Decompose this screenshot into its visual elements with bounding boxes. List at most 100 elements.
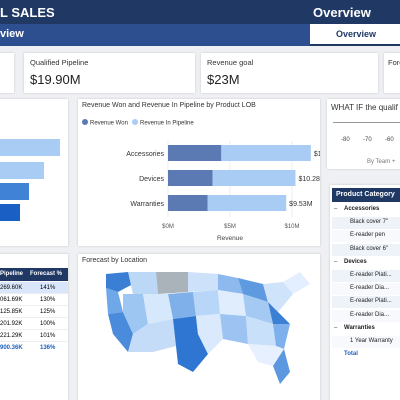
product-item-row[interactable]: E-reader pen [350,232,386,239]
product-total-row[interactable]: Total [344,351,358,358]
bar [0,204,20,221]
chart-title: Revenue Won and Revenue In Pipeline by P… [82,102,256,109]
product-category-panel: Product Category – Accessories Black cover… [330,185,400,400]
whatif-tick: -70 [363,137,372,143]
whatif-tick: -60 [385,137,394,143]
pipeline-table-panel: Pipeline Forecast % 269.60K 141% 061.69K … [0,254,68,400]
product-item-row[interactable]: E-reader Plati... [350,272,392,278]
table-header-row: Pipeline Forecast % [0,268,68,281]
map-region [220,314,248,344]
tab-overview-label: Overview [336,29,377,39]
forecast-value: 125% [40,309,56,315]
kpi-card-qualified-pipeline: Qualified Pipeline $19.90M [24,53,195,93]
category-label: Warranties [130,201,164,208]
bar [0,139,60,156]
kpi-value: $19.90M [30,72,81,87]
table-row[interactable]: 221.29K 101% [0,330,68,342]
bar-revenue-pipeline [221,145,311,161]
total-pipeline: 900.36K [0,345,23,351]
total-forecast: 136% [40,345,56,351]
product-group-row[interactable]: Devices [344,258,367,265]
map-region [243,294,273,324]
table-row[interactable]: 269.60K 141% [0,282,68,294]
map-region [273,349,290,384]
map-region [188,272,218,292]
row-background [332,217,400,230]
product-item-row[interactable]: Black cover 6" [350,245,389,252]
nav-active-label[interactable]: view [0,28,24,40]
product-item-row[interactable]: E-reader Dia... [350,285,390,292]
bar-revenue-pipeline [212,170,296,186]
table-row[interactable]: 061.69K 130% [0,294,68,306]
revenue-bar-chart: Revenue Won Revenue In Pipeline Accessorie… [82,119,320,242]
collapse-icon[interactable]: – [334,206,338,212]
kpi-card-revenue-goal: Revenue goal $23M [201,53,378,93]
left-bar-panel [0,99,68,246]
x-tick-label: $10M [284,224,299,230]
product-table-header: Product Category [332,188,400,202]
legend-swatch-pipeline [132,119,138,125]
kpi-label: Qualified Pipeline [30,58,89,67]
table-row[interactable]: 125.85K 125% [0,306,68,318]
product-group-row[interactable]: Accessories [344,206,380,212]
pipeline-value: 061.69K [0,297,23,303]
map-region [106,272,133,292]
forecast-value: 130% [40,297,56,303]
revenue-chart-panel: Revenue Won and Revenue In Pipeline by P… [78,99,320,246]
map-region [106,288,123,314]
pipeline-value: 221.29K [0,333,23,339]
whatif-slider-track[interactable] [333,122,400,123]
bar-revenue-pipeline [207,195,287,211]
col-header-pipeline: Pipeline [0,271,24,277]
map-region [283,272,310,294]
map-panel: Forecast by Location [78,254,320,400]
map-title: Forecast by Location [82,257,147,264]
map-region [108,312,133,352]
us-map[interactable] [78,254,320,400]
top-header-bar: L SALES Overview [0,0,400,24]
kpi-label: Fore [388,58,400,67]
product-item-row[interactable]: E-reader Plati... [350,298,392,305]
product-item-row[interactable]: 1 Year Warranty [350,338,393,344]
category-label: Devices [139,176,164,183]
product-group-row[interactable]: Warranties [344,324,375,331]
col-header-product-category: Product Category [336,191,395,198]
bar-total-label: $10.28M [298,176,320,183]
nav-bar: view [0,24,310,46]
map-region [173,316,208,372]
x-axis-label: Revenue [217,235,243,242]
row-background [332,336,400,348]
bar-total-label: $9.53M [289,201,313,208]
row-background [332,309,400,322]
bar-revenue-won [168,170,213,186]
kpi-card-forecast-partial: Fore [384,53,400,93]
map-region [123,294,148,334]
pipeline-value: 269.60K [0,285,23,291]
by-team-filter[interactable]: By Team + [367,159,396,165]
kpi-label: Revenue goal [207,58,254,67]
map-region [268,302,290,324]
product-item-row[interactable]: E-reader Dia... [350,311,390,318]
map-region [218,290,246,316]
bar [0,183,29,200]
tab-overview[interactable]: Overview [310,24,400,46]
whatif-title: WHAT IF the qualif [331,103,398,112]
product-item-row[interactable]: Black cover 7" [350,219,389,226]
x-tick-label: $5M [224,224,236,230]
map-region [248,344,284,366]
forecast-value: 101% [40,333,56,339]
map-region [128,319,176,352]
map-region [143,294,173,324]
col-header-forecast: Forecast % [30,271,63,277]
row-background [332,283,400,296]
bar-revenue-won [168,195,208,211]
whatif-panel: WHAT IF the qualif -80 -70 -60 By Team + [327,99,400,169]
legend-label: Revenue Won [90,121,128,127]
collapse-icon[interactable]: – [334,258,338,265]
x-tick-label: $0M [162,224,174,230]
forecast-value: 100% [40,321,56,327]
table-row[interactable]: 201.92K 100% [0,318,68,330]
pipeline-value: 201.92K [0,321,23,327]
report-title: L SALES [0,5,55,20]
collapse-icon[interactable]: – [334,324,338,331]
